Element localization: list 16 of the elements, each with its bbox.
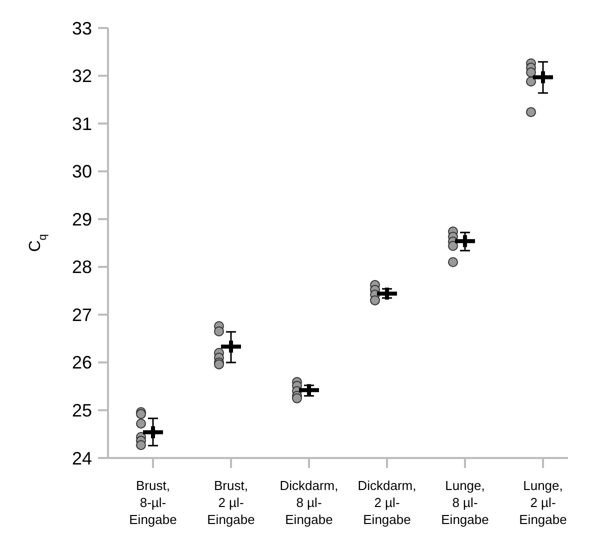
y-tick-label: 27 [72, 304, 92, 325]
y-tick-label: 25 [72, 400, 92, 421]
x-tick-label: Brust, 2 µl-Eingabe [207, 478, 255, 527]
x-tick-label: Brust, 8-µl-Eingabe [129, 478, 177, 527]
y-tick-label: 30 [72, 162, 92, 182]
x-tick-label: Lunge, 2 µl-Eingabe [519, 478, 567, 527]
y-tick-label: 33 [72, 18, 92, 38]
y-tick-label: 24 [72, 448, 92, 468]
x-tick-label: Dickdarm, 2 µl-Eingabe [358, 478, 416, 527]
y-tick-label: 28 [72, 257, 92, 278]
y-tick-label: 29 [72, 209, 92, 230]
x-tick-label: Lunge, 8 µl-Eingabe [441, 478, 489, 527]
x-tick-label: Dickdarm, 8 µl-Eingabe [280, 478, 338, 527]
y-tick-label: 31 [72, 114, 92, 134]
y-tick-label: 32 [72, 66, 92, 86]
y-tick-label: 26 [72, 352, 92, 373]
